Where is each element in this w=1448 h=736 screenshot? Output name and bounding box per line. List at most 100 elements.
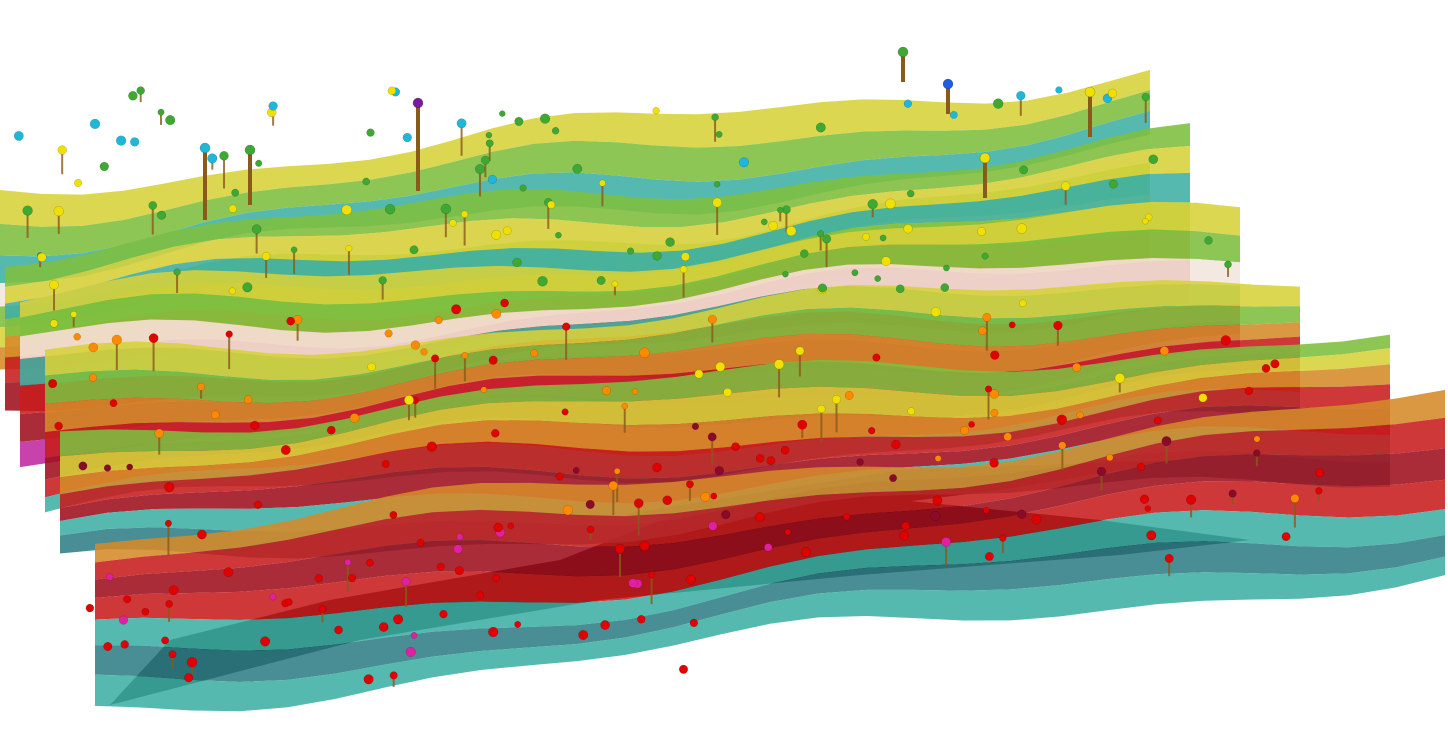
- well-marker[interactable]: [598, 179, 606, 187]
- well-marker[interactable]: [1108, 179, 1118, 189]
- well-marker[interactable]: [453, 544, 463, 554]
- well-marker[interactable]: [708, 521, 718, 531]
- well-marker[interactable]: [940, 283, 950, 292]
- well-marker[interactable]: [990, 350, 1000, 360]
- well-marker[interactable]: [874, 275, 882, 282]
- well-marker[interactable]: [633, 498, 644, 509]
- well-marker[interactable]: [389, 510, 398, 519]
- well-marker[interactable]: [680, 252, 690, 262]
- well-marker[interactable]: [628, 578, 638, 588]
- well-marker[interactable]: [862, 233, 870, 241]
- well-marker[interactable]: [547, 200, 556, 209]
- well-marker[interactable]: [596, 276, 606, 285]
- well-marker[interactable]: [979, 152, 991, 164]
- well-marker[interactable]: [314, 574, 323, 583]
- well-marker[interactable]: [88, 342, 99, 353]
- well-marker[interactable]: [889, 474, 898, 483]
- well-marker[interactable]: [685, 480, 694, 489]
- well-marker[interactable]: [780, 445, 790, 455]
- well-marker[interactable]: [1144, 505, 1152, 512]
- well-marker[interactable]: [454, 566, 464, 576]
- well-marker[interactable]: [678, 664, 689, 674]
- well-marker[interactable]: [1228, 489, 1237, 498]
- well-marker[interactable]: [943, 264, 950, 272]
- well-marker[interactable]: [164, 481, 175, 493]
- well-marker[interactable]: [345, 244, 353, 252]
- well-marker[interactable]: [1186, 494, 1197, 505]
- well-marker[interactable]: [493, 522, 503, 533]
- well-marker[interactable]: [461, 351, 469, 359]
- well-marker[interactable]: [111, 334, 122, 346]
- well-marker[interactable]: [1053, 320, 1063, 331]
- well-marker[interactable]: [393, 614, 404, 625]
- well-marker[interactable]: [754, 511, 765, 522]
- well-marker[interactable]: [611, 280, 619, 288]
- well-marker[interactable]: [268, 101, 278, 111]
- well-marker[interactable]: [885, 198, 896, 210]
- well-marker[interactable]: [344, 558, 352, 566]
- well-marker[interactable]: [197, 382, 206, 391]
- well-marker[interactable]: [764, 543, 773, 552]
- well-marker[interactable]: [426, 441, 437, 452]
- well-marker[interactable]: [815, 122, 826, 133]
- well-marker[interactable]: [197, 529, 207, 540]
- well-marker[interactable]: [1244, 386, 1254, 396]
- well-marker[interactable]: [228, 287, 236, 295]
- well-marker[interactable]: [977, 227, 986, 236]
- well-marker[interactable]: [856, 458, 864, 466]
- well-marker[interactable]: [572, 467, 580, 474]
- well-marker[interactable]: [318, 605, 327, 613]
- well-marker[interactable]: [381, 460, 390, 468]
- well-marker[interactable]: [867, 199, 878, 210]
- well-marker[interactable]: [456, 533, 464, 541]
- well-marker[interactable]: [600, 620, 610, 630]
- well-marker[interactable]: [782, 270, 789, 278]
- well-marker[interactable]: [981, 252, 989, 260]
- well-marker[interactable]: [436, 562, 445, 571]
- well-marker[interactable]: [786, 225, 797, 237]
- well-marker[interactable]: [420, 348, 428, 356]
- well-marker[interactable]: [53, 205, 64, 217]
- well-marker[interactable]: [251, 224, 262, 234]
- well-marker[interactable]: [984, 552, 994, 561]
- well-marker[interactable]: [784, 528, 792, 536]
- well-marker[interactable]: [731, 442, 740, 452]
- well-marker[interactable]: [621, 402, 629, 410]
- well-marker[interactable]: [982, 507, 990, 514]
- well-marker[interactable]: [54, 421, 63, 431]
- well-marker[interactable]: [1261, 364, 1271, 373]
- well-marker[interactable]: [614, 543, 626, 554]
- well-marker[interactable]: [539, 113, 551, 124]
- well-marker[interactable]: [572, 163, 583, 174]
- well-marker[interactable]: [164, 519, 172, 527]
- well-marker[interactable]: [154, 428, 164, 439]
- well-marker[interactable]: [57, 145, 67, 155]
- well-marker[interactable]: [822, 234, 832, 244]
- well-marker[interactable]: [1056, 414, 1068, 425]
- well-marker[interactable]: [1253, 435, 1261, 443]
- well-marker[interactable]: [49, 279, 59, 290]
- well-marker[interactable]: [694, 369, 704, 379]
- well-marker[interactable]: [901, 521, 911, 531]
- well-marker[interactable]: [13, 130, 24, 141]
- well-marker[interactable]: [148, 201, 158, 210]
- well-marker[interactable]: [1153, 416, 1162, 425]
- well-marker[interactable]: [891, 439, 901, 450]
- well-marker[interactable]: [89, 118, 101, 130]
- well-marker[interactable]: [723, 387, 733, 397]
- well-marker[interactable]: [363, 674, 374, 685]
- well-marker[interactable]: [662, 495, 673, 506]
- well-marker[interactable]: [487, 174, 497, 184]
- well-marker[interactable]: [1159, 346, 1170, 356]
- well-marker[interactable]: [700, 492, 711, 502]
- well-marker[interactable]: [1224, 260, 1232, 269]
- well-marker[interactable]: [1019, 299, 1027, 308]
- well-marker[interactable]: [932, 495, 943, 506]
- well-marker[interactable]: [243, 395, 253, 404]
- well-marker[interactable]: [409, 245, 419, 255]
- well-marker[interactable]: [906, 189, 915, 198]
- well-marker[interactable]: [800, 547, 811, 558]
- well-marker[interactable]: [797, 419, 808, 430]
- well-marker[interactable]: [219, 151, 229, 161]
- well-marker[interactable]: [990, 408, 999, 417]
